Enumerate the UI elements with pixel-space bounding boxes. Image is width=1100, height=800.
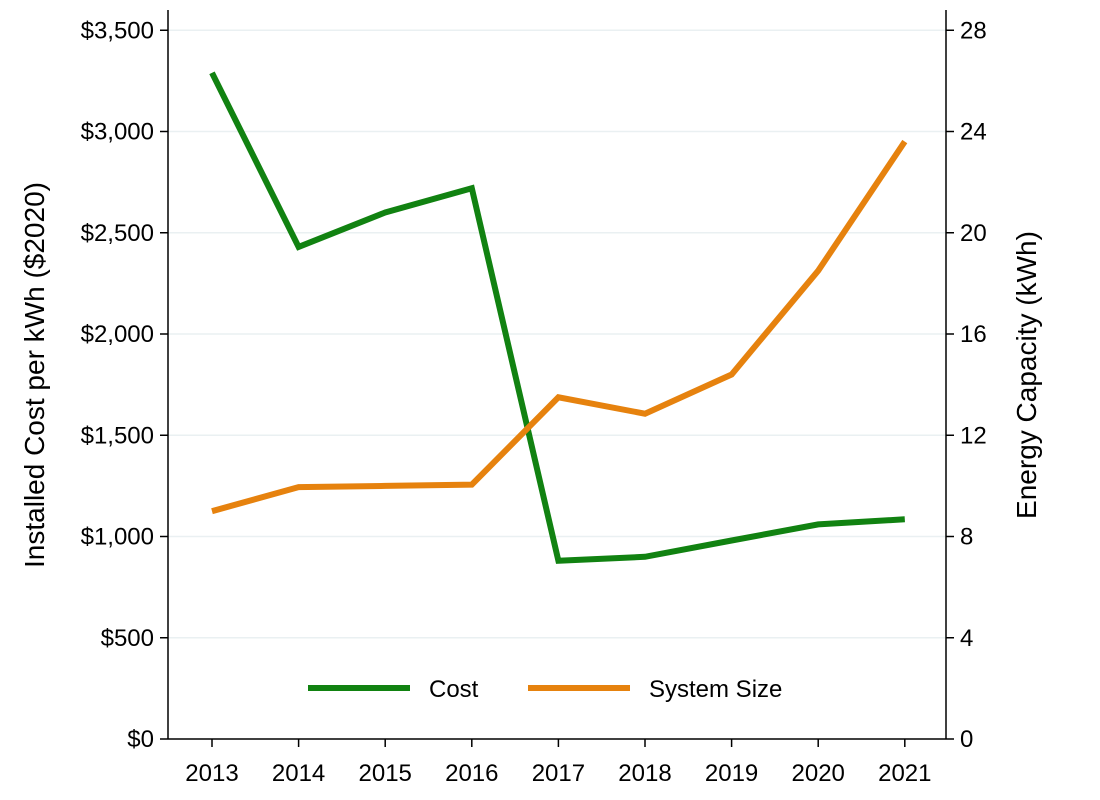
y-left-tick-label: $3,500 bbox=[81, 17, 154, 44]
y-right-tick-label: 12 bbox=[960, 422, 987, 449]
y-right-tick-label: 4 bbox=[960, 625, 973, 652]
y-right-tick-label: 0 bbox=[960, 726, 973, 753]
x-tick-label: 2013 bbox=[185, 760, 238, 787]
series-lines bbox=[209, 71, 908, 564]
y-left-tick-label: $1,000 bbox=[81, 524, 154, 551]
y-right-tick-label: 16 bbox=[960, 321, 987, 348]
legend-label-cost: Cost bbox=[429, 676, 479, 703]
x-tick-label: 2014 bbox=[272, 760, 325, 787]
x-tick-label: 2018 bbox=[618, 760, 671, 787]
y-left-tick-label: $0 bbox=[127, 726, 154, 753]
y-left-tick-label: $1,500 bbox=[81, 422, 154, 449]
gridlines bbox=[168, 29, 946, 639]
legend: Cost System Size bbox=[308, 676, 782, 703]
y-axis-left-title: Installed Cost per kWh ($2020) bbox=[19, 182, 50, 568]
y-right-tick-label: 24 bbox=[960, 119, 987, 146]
y-left-tick-label: $2,500 bbox=[81, 220, 154, 247]
y-axis-right-title: Energy Capacity (kWh) bbox=[1011, 231, 1042, 519]
y-right-tick-label: 20 bbox=[960, 220, 987, 247]
x-tick-label: 2019 bbox=[705, 760, 758, 787]
ticks: $0 $500 $1,000 $1,500 $2,000 $2,500 $3,000 $3,5… bbox=[81, 17, 987, 787]
series-line-system-size bbox=[211, 139, 908, 515]
series-line-cost bbox=[209, 71, 905, 564]
axes bbox=[167, 10, 947, 740]
x-tick-label: 2020 bbox=[792, 760, 845, 787]
y-right-tick-label: 8 bbox=[960, 524, 973, 551]
x-tick-label: 2015 bbox=[359, 760, 412, 787]
y-right-tick-label: 28 bbox=[960, 17, 987, 44]
y-left-tick-label: $500 bbox=[101, 625, 154, 652]
legend-label-system-size: System Size bbox=[649, 676, 782, 703]
x-tick-label: 2016 bbox=[445, 760, 498, 787]
x-tick-label: 2021 bbox=[878, 760, 931, 787]
x-tick-label: 2017 bbox=[532, 760, 585, 787]
y-left-tick-label: $3,000 bbox=[81, 119, 154, 146]
y-left-tick-label: $2,000 bbox=[81, 321, 154, 348]
